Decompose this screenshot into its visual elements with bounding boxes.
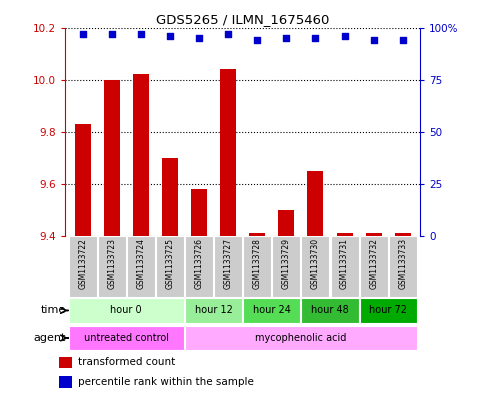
Point — [254, 37, 261, 43]
Bar — [185, 298, 242, 323]
Bar — [243, 298, 300, 323]
Bar — [127, 236, 155, 297]
Bar — [301, 236, 329, 297]
Point — [195, 35, 203, 41]
Bar — [69, 298, 184, 323]
Bar — [330, 236, 358, 297]
Text: hour 48: hour 48 — [311, 305, 349, 316]
Text: GSM1133724: GSM1133724 — [136, 238, 145, 289]
Bar — [272, 236, 300, 297]
Text: GSM1133725: GSM1133725 — [166, 238, 174, 289]
Point — [166, 33, 174, 39]
Text: hour 0: hour 0 — [111, 305, 142, 316]
Point — [79, 31, 86, 37]
Text: hour 24: hour 24 — [253, 305, 291, 316]
Bar — [243, 236, 271, 297]
Point — [399, 37, 407, 43]
Text: GSM1133732: GSM1133732 — [369, 238, 378, 289]
Bar — [220, 69, 236, 236]
Bar — [104, 80, 120, 236]
Bar — [156, 236, 184, 297]
Point — [137, 31, 145, 37]
Point — [370, 37, 378, 43]
Text: GSM1133723: GSM1133723 — [107, 238, 116, 289]
Bar — [301, 298, 358, 323]
Title: GDS5265 / ILMN_1675460: GDS5265 / ILMN_1675460 — [156, 13, 329, 26]
Bar — [69, 236, 97, 297]
Text: GSM1133722: GSM1133722 — [78, 238, 87, 289]
Bar — [308, 171, 324, 236]
Bar — [395, 233, 411, 236]
Bar — [249, 233, 265, 236]
Point — [312, 35, 319, 41]
Text: GSM1133726: GSM1133726 — [195, 238, 203, 289]
Text: hour 12: hour 12 — [195, 305, 232, 316]
Point — [283, 35, 290, 41]
Text: GSM1133731: GSM1133731 — [340, 238, 349, 289]
Text: transformed count: transformed count — [78, 358, 175, 367]
Bar — [133, 74, 149, 236]
Bar — [185, 236, 213, 297]
Text: GSM1133729: GSM1133729 — [282, 238, 291, 289]
Bar — [337, 233, 353, 236]
Bar — [366, 233, 382, 236]
Bar — [278, 210, 294, 236]
Bar — [69, 325, 184, 351]
Bar — [191, 189, 207, 236]
Text: GSM1133730: GSM1133730 — [311, 238, 320, 289]
Text: GSM1133733: GSM1133733 — [398, 238, 407, 289]
Text: GSM1133727: GSM1133727 — [224, 238, 233, 289]
Bar — [214, 236, 242, 297]
Text: mycophenolic acid: mycophenolic acid — [255, 333, 347, 343]
Bar — [360, 298, 417, 323]
Point — [341, 33, 348, 39]
Bar — [75, 124, 91, 236]
Text: agent: agent — [33, 333, 66, 343]
Bar — [360, 236, 388, 297]
Bar — [185, 325, 417, 351]
Text: percentile rank within the sample: percentile rank within the sample — [78, 377, 254, 387]
Text: untreated control: untreated control — [84, 333, 169, 343]
Bar — [389, 236, 417, 297]
Bar — [162, 158, 178, 236]
Bar — [59, 376, 72, 388]
Text: hour 72: hour 72 — [369, 305, 407, 316]
Text: GSM1133728: GSM1133728 — [253, 238, 262, 289]
Point — [108, 31, 115, 37]
Bar — [59, 357, 72, 368]
Text: time: time — [40, 305, 66, 316]
Bar — [98, 236, 126, 297]
Point — [224, 31, 232, 37]
